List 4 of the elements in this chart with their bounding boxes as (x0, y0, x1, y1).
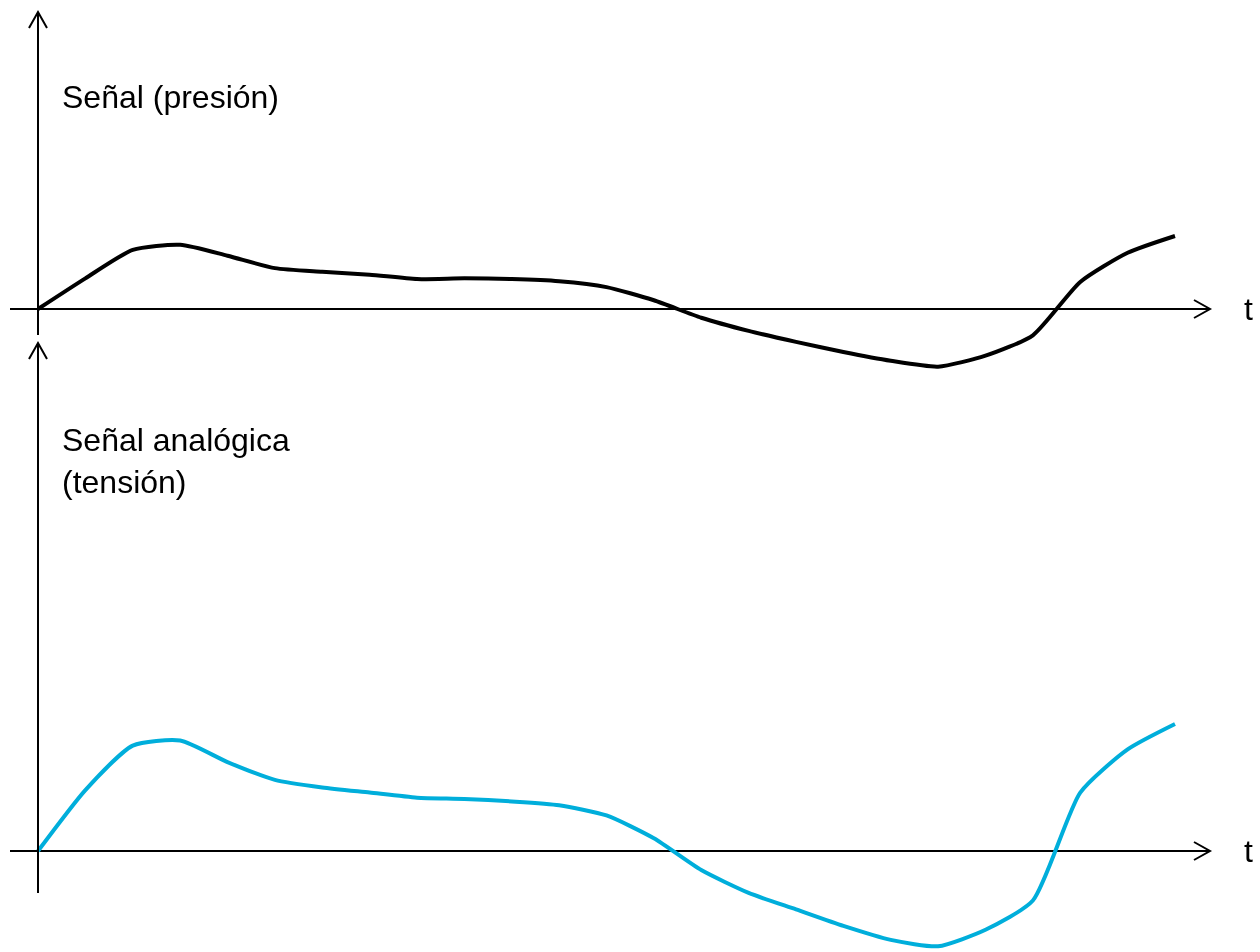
x-axis-title: t (1244, 291, 1253, 327)
y-axis-title: Señal (presión) (62, 79, 279, 115)
x-axis-title: t (1244, 833, 1253, 869)
y-axis-title: Señal analógica (tensión) (62, 422, 290, 500)
